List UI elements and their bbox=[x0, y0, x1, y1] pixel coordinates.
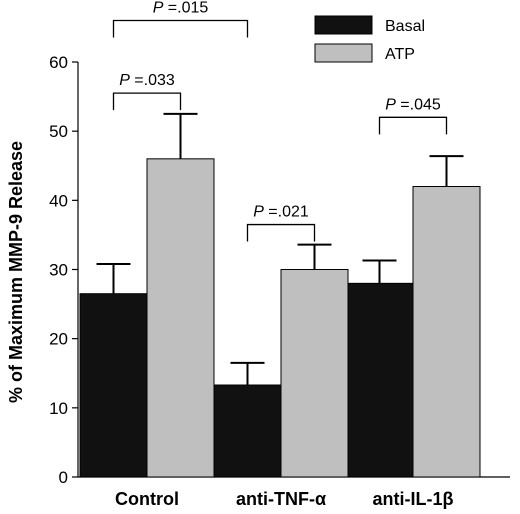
legend-label-atp: ATP bbox=[385, 46, 415, 63]
y-tick-label: 10 bbox=[49, 399, 68, 418]
x-category-label: anti-TNF-α bbox=[236, 489, 326, 509]
y-tick-label: 20 bbox=[49, 330, 68, 349]
bar-basal-1 bbox=[79, 293, 148, 478]
y-tick-label: 60 bbox=[49, 53, 68, 72]
axes: 0 10 20 30 40 50 60 Control anti-TNF-α anti-IL-1β bbox=[49, 53, 510, 509]
bar-basal-3 bbox=[345, 282, 414, 478]
significance-bracket bbox=[112, 19, 249, 38]
x-category-label: anti-IL-1β bbox=[373, 489, 454, 509]
significance-bracket bbox=[378, 116, 448, 135]
y-axis-label: % of Maximum MMP-9 Release bbox=[6, 141, 26, 403]
bar-atp-3 bbox=[412, 186, 481, 478]
p-value-label: P =.033 bbox=[119, 72, 175, 89]
bar-basal-2 bbox=[213, 384, 282, 478]
y-tick-label: 40 bbox=[49, 191, 68, 210]
p-value-label: P =.021 bbox=[253, 204, 309, 221]
y-tick-label: 30 bbox=[49, 261, 68, 280]
significance-bracket bbox=[112, 92, 182, 111]
y-tick-label: 0 bbox=[59, 468, 68, 487]
p-value-label: P =.045 bbox=[385, 96, 441, 113]
p-value-label: P =.015 bbox=[153, 0, 209, 17]
legend: Basal ATP bbox=[314, 15, 425, 63]
bar-atp-1 bbox=[146, 158, 215, 478]
legend-swatch-atp bbox=[314, 43, 373, 63]
bars bbox=[79, 158, 481, 478]
legend-swatch-basal bbox=[314, 15, 373, 35]
significance-bracket bbox=[246, 223, 316, 242]
error-bars bbox=[96, 112, 464, 386]
legend-label-basal: Basal bbox=[385, 18, 425, 35]
significance-annotations: P =.033 P =.015 P =.021 P =.045 bbox=[112, 0, 448, 242]
y-tick-label: 50 bbox=[49, 122, 68, 141]
bar-atp-2 bbox=[280, 269, 349, 478]
x-category-label: Control bbox=[115, 489, 179, 509]
